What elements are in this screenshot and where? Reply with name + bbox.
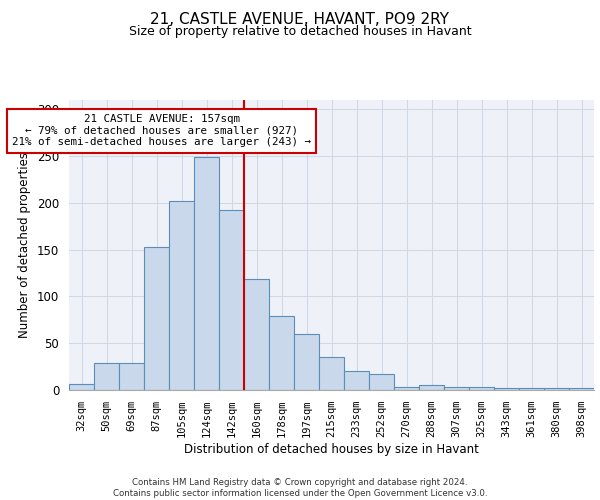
Bar: [469, 387, 494, 390]
Y-axis label: Number of detached properties: Number of detached properties: [19, 152, 31, 338]
Text: 21 CASTLE AVENUE: 157sqm
← 79% of detached houses are smaller (927)
21% of semi-: 21 CASTLE AVENUE: 157sqm ← 79% of detach…: [12, 114, 311, 147]
Bar: [219, 210, 244, 390]
Bar: [69, 384, 94, 390]
Bar: [494, 388, 519, 390]
Bar: [244, 278, 269, 390]
Bar: [319, 358, 344, 390]
Bar: [169, 201, 194, 390]
Bar: [119, 363, 144, 390]
Bar: [344, 372, 369, 390]
Bar: [544, 388, 569, 390]
Bar: [294, 334, 319, 390]
Bar: [444, 387, 469, 390]
Bar: [519, 388, 544, 390]
Bar: [419, 386, 444, 390]
Bar: [144, 247, 169, 390]
Bar: [369, 374, 394, 390]
Bar: [194, 157, 219, 390]
Bar: [569, 388, 594, 390]
Bar: [394, 387, 419, 390]
Bar: [269, 316, 294, 390]
Text: Size of property relative to detached houses in Havant: Size of property relative to detached ho…: [128, 25, 472, 38]
X-axis label: Distribution of detached houses by size in Havant: Distribution of detached houses by size …: [184, 443, 479, 456]
Text: 21, CASTLE AVENUE, HAVANT, PO9 2RY: 21, CASTLE AVENUE, HAVANT, PO9 2RY: [151, 12, 449, 28]
Bar: [94, 363, 119, 390]
Text: Contains HM Land Registry data © Crown copyright and database right 2024.
Contai: Contains HM Land Registry data © Crown c…: [113, 478, 487, 498]
